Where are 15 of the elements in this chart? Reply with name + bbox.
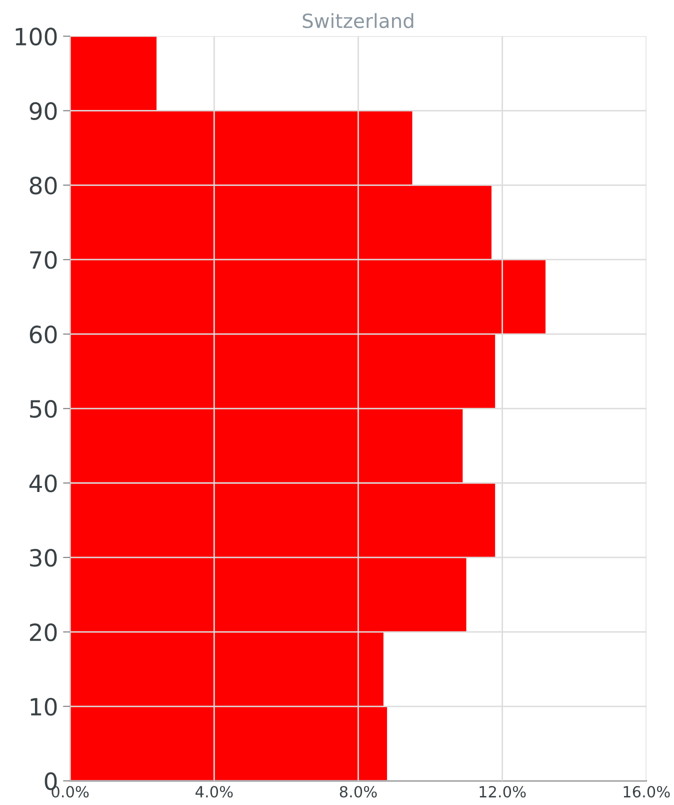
y-tick-label: 30: [30, 548, 57, 567]
x-tick-label: 4.0%: [196, 786, 233, 798]
x-tick-label: 16.0%: [624, 786, 670, 798]
y-tick-label: 50: [30, 400, 57, 418]
x-tick-label: 8.0%: [340, 786, 377, 798]
y-tick-label: 40: [29, 474, 57, 492]
y-tick-label: 20: [30, 623, 57, 642]
y-tick-label: 10: [30, 698, 57, 716]
x-tick-label: 12.0%: [480, 786, 526, 798]
y-tick-label: 80: [30, 176, 57, 194]
y-tick-label: 100: [16, 28, 57, 46]
y-tick-label: 90: [30, 102, 57, 120]
y-tick-label: 70: [30, 251, 57, 269]
chart-title: Switzerland: [302, 13, 414, 28]
y-tick-label: 60: [30, 326, 57, 344]
